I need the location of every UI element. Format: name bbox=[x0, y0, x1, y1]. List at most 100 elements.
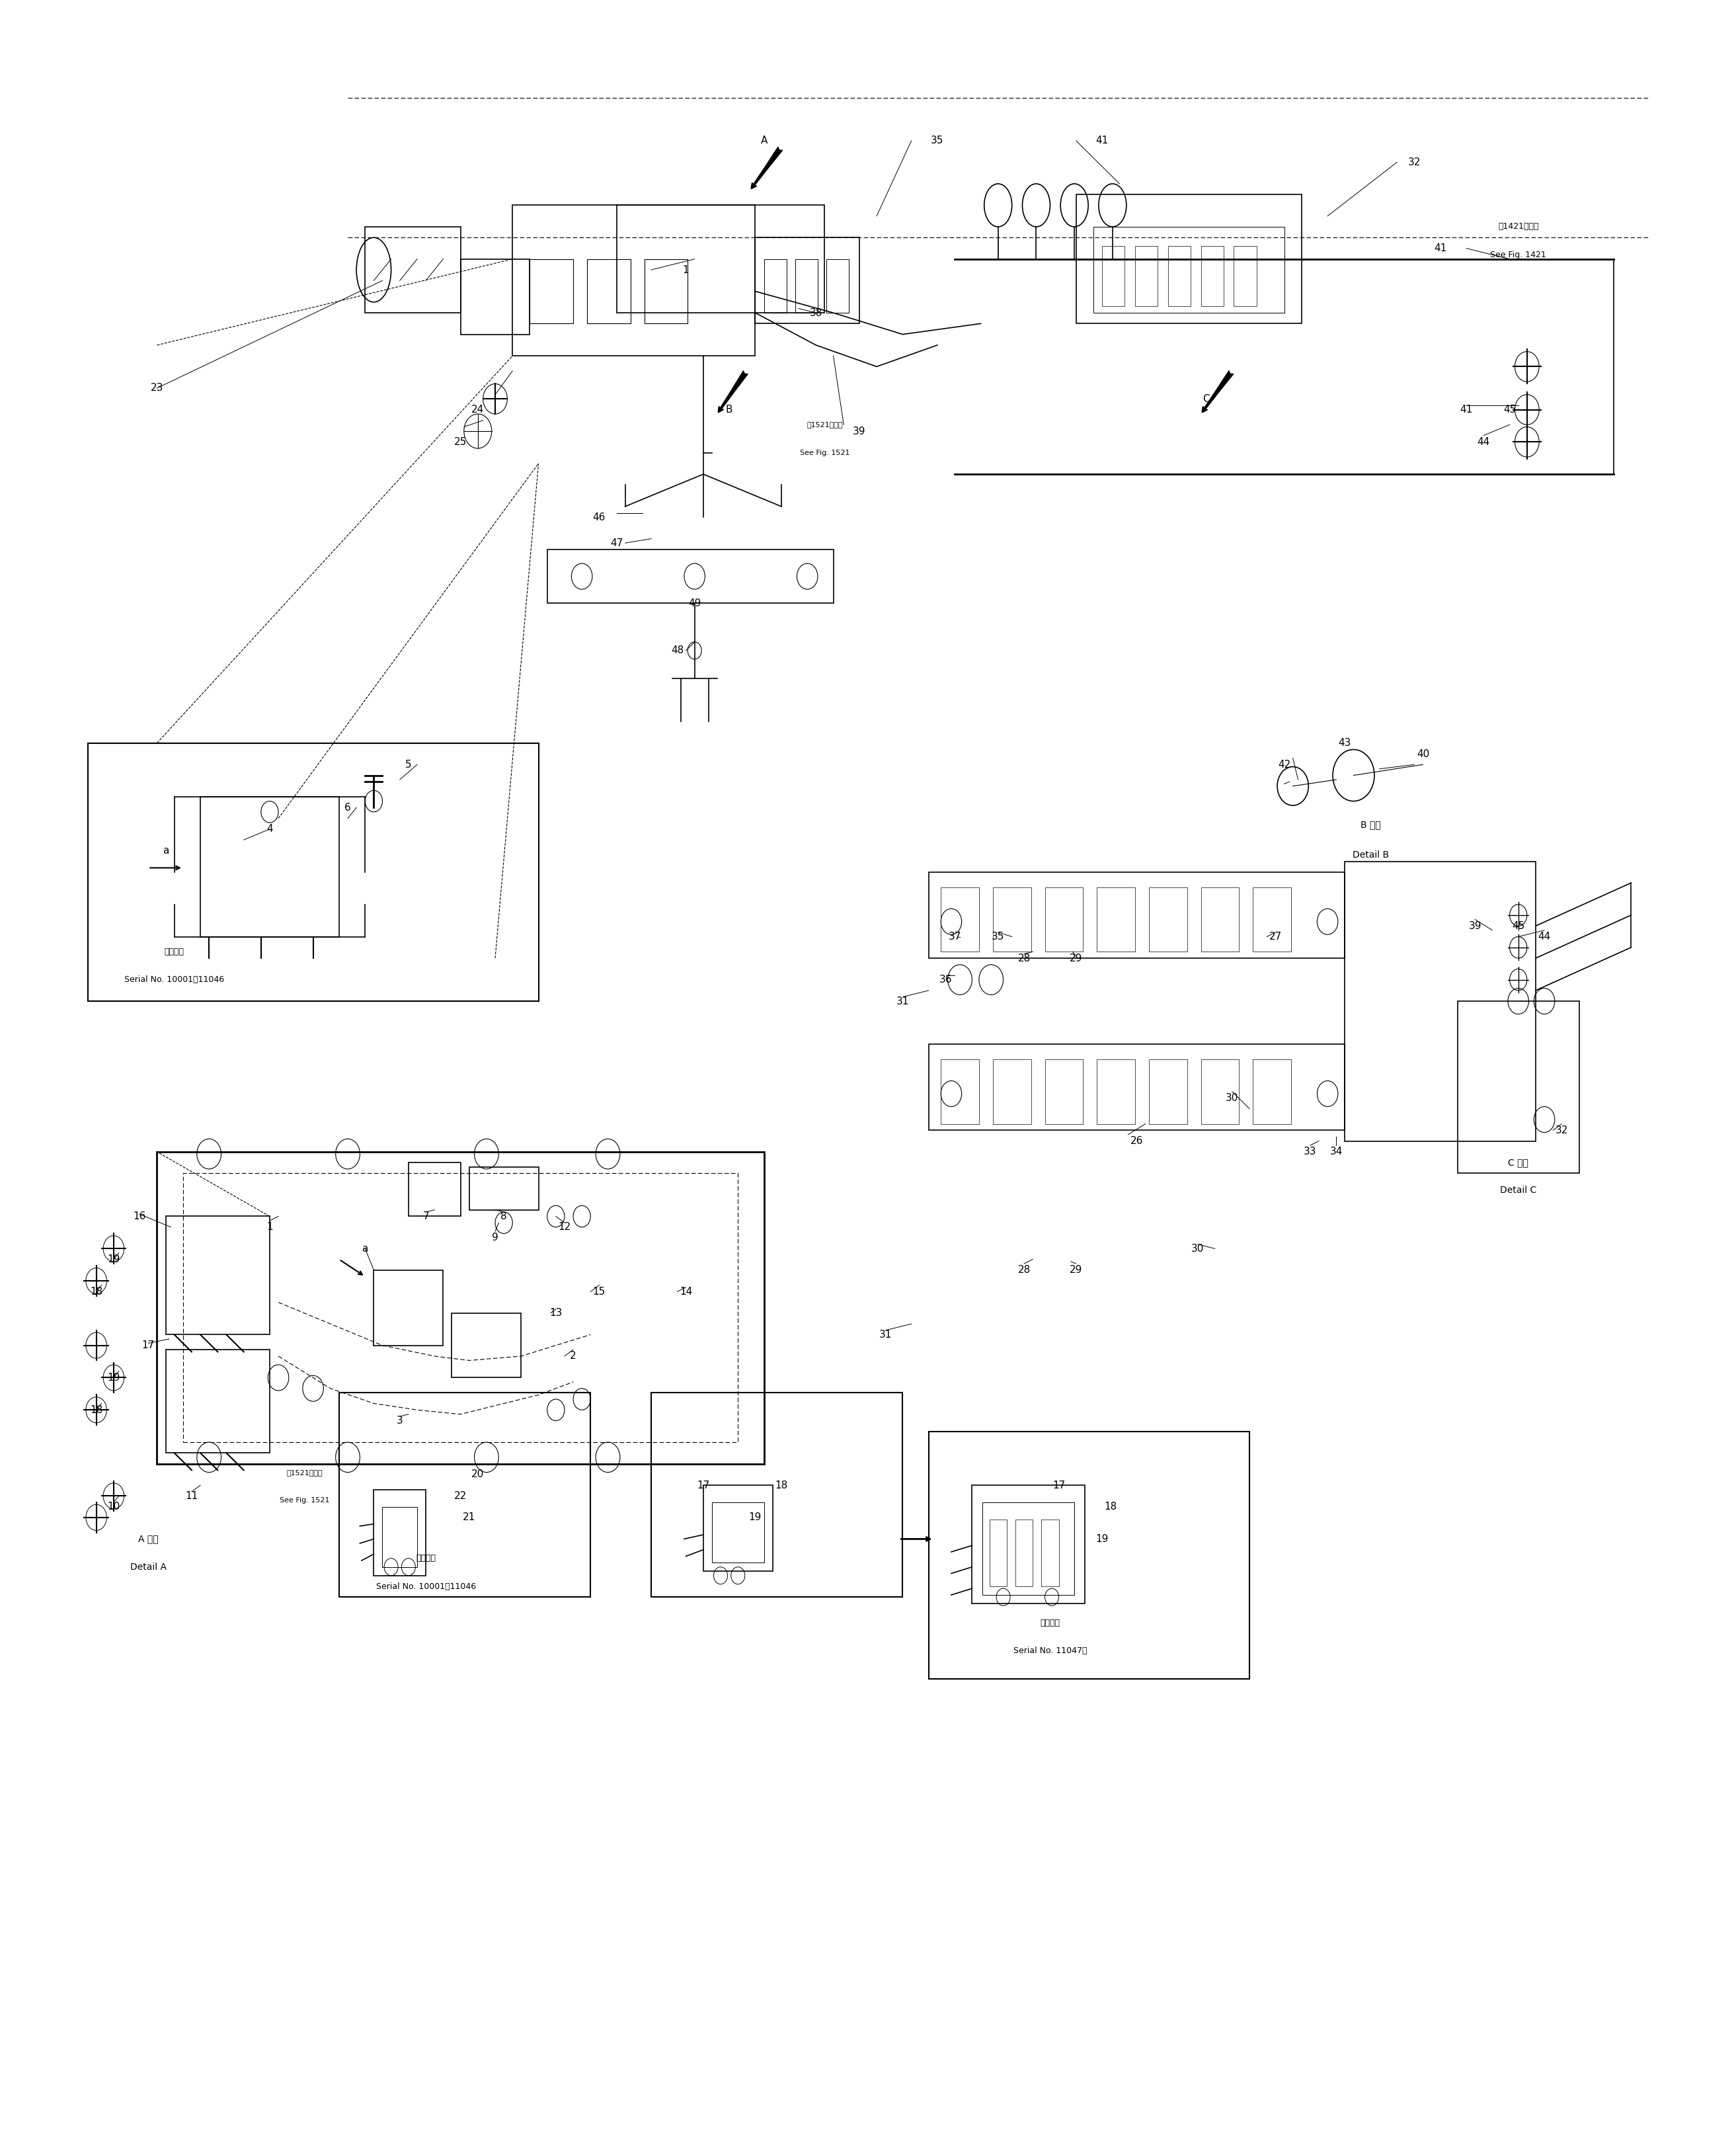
Text: 35: 35 bbox=[930, 136, 944, 146]
Text: 49: 49 bbox=[687, 599, 701, 607]
Bar bbox=[529, 258, 573, 323]
Bar bbox=[373, 1270, 443, 1346]
Text: 32: 32 bbox=[1408, 157, 1420, 168]
Bar bbox=[408, 1163, 460, 1216]
Text: 17: 17 bbox=[1052, 1481, 1066, 1490]
Text: 20: 20 bbox=[472, 1470, 484, 1479]
Text: 14: 14 bbox=[679, 1287, 693, 1296]
Bar bbox=[929, 1044, 1345, 1130]
Text: 41: 41 bbox=[1460, 405, 1472, 416]
Text: 12: 12 bbox=[559, 1223, 571, 1232]
Text: 2: 2 bbox=[569, 1352, 576, 1361]
Bar bbox=[165, 1350, 269, 1453]
Text: 32: 32 bbox=[1555, 1126, 1568, 1135]
Bar bbox=[1135, 245, 1158, 306]
Text: 26: 26 bbox=[1130, 1137, 1144, 1145]
Bar bbox=[1094, 226, 1285, 312]
Text: 45: 45 bbox=[1503, 405, 1516, 416]
Bar bbox=[87, 743, 538, 1001]
Text: 適用号機: 適用号機 bbox=[165, 947, 184, 956]
Text: 41: 41 bbox=[1434, 243, 1446, 254]
Bar bbox=[929, 1432, 1250, 1679]
Text: A: A bbox=[760, 136, 767, 146]
Text: a: a bbox=[163, 846, 168, 855]
Text: 1: 1 bbox=[682, 265, 689, 276]
Bar bbox=[512, 205, 755, 355]
Bar bbox=[165, 1216, 269, 1335]
Text: 39: 39 bbox=[1469, 921, 1481, 930]
Text: 38: 38 bbox=[809, 308, 823, 319]
Bar bbox=[182, 1173, 738, 1443]
Bar bbox=[451, 1313, 521, 1378]
Bar bbox=[941, 1059, 979, 1124]
Text: 45: 45 bbox=[1512, 921, 1524, 930]
Text: C: C bbox=[1203, 394, 1210, 405]
Text: 44: 44 bbox=[1538, 932, 1550, 941]
Text: 42: 42 bbox=[1278, 760, 1290, 769]
Bar bbox=[993, 887, 1031, 952]
Bar bbox=[1201, 1059, 1240, 1124]
Bar bbox=[651, 1393, 903, 1598]
Text: See Fig. 1521: See Fig. 1521 bbox=[279, 1496, 330, 1503]
Text: 7: 7 bbox=[422, 1212, 429, 1221]
Text: 31: 31 bbox=[878, 1331, 892, 1339]
Bar bbox=[156, 1152, 764, 1464]
Text: 17: 17 bbox=[696, 1481, 710, 1490]
Text: 5: 5 bbox=[404, 760, 411, 769]
Bar bbox=[1045, 1059, 1083, 1124]
Bar bbox=[382, 1507, 417, 1567]
Text: B 詳細: B 詳細 bbox=[1361, 820, 1382, 829]
Bar bbox=[1102, 245, 1125, 306]
Bar bbox=[983, 1503, 1075, 1595]
Text: 24: 24 bbox=[472, 405, 484, 416]
Text: 適用号機: 適用号機 bbox=[1040, 1619, 1061, 1628]
Bar bbox=[1149, 887, 1187, 952]
Bar bbox=[339, 1393, 590, 1598]
Bar bbox=[1042, 1520, 1059, 1587]
Text: 44: 44 bbox=[1477, 437, 1489, 448]
Text: 31: 31 bbox=[896, 997, 910, 1005]
Text: 41: 41 bbox=[1095, 136, 1109, 146]
Bar bbox=[712, 1503, 764, 1563]
Text: 16: 16 bbox=[134, 1212, 146, 1221]
Bar bbox=[644, 258, 687, 323]
Bar bbox=[993, 1059, 1031, 1124]
Text: 30: 30 bbox=[1191, 1244, 1203, 1253]
Text: a: a bbox=[363, 1244, 368, 1253]
Bar bbox=[547, 549, 833, 603]
Text: 29: 29 bbox=[1069, 954, 1083, 962]
Text: 11: 11 bbox=[186, 1492, 198, 1501]
Text: 25: 25 bbox=[455, 437, 467, 448]
Text: 19: 19 bbox=[108, 1255, 120, 1264]
Text: 第1421図参照: 第1421図参照 bbox=[1498, 222, 1538, 230]
Text: 19: 19 bbox=[108, 1374, 120, 1382]
Text: 40: 40 bbox=[1417, 749, 1429, 758]
Bar bbox=[1253, 1059, 1292, 1124]
Text: Detail C: Detail C bbox=[1500, 1186, 1536, 1195]
Bar bbox=[929, 872, 1345, 958]
Text: 1: 1 bbox=[267, 1223, 273, 1232]
Text: 10: 10 bbox=[108, 1503, 120, 1511]
Text: 13: 13 bbox=[550, 1309, 562, 1318]
Bar bbox=[616, 205, 825, 312]
Text: 第1521図参照: 第1521図参照 bbox=[286, 1468, 323, 1475]
Text: 15: 15 bbox=[592, 1287, 606, 1296]
Bar bbox=[1097, 887, 1135, 952]
Bar bbox=[460, 258, 529, 334]
Bar bbox=[1149, 1059, 1187, 1124]
Bar bbox=[1234, 245, 1257, 306]
Text: 36: 36 bbox=[939, 975, 953, 984]
Text: 28: 28 bbox=[1017, 954, 1031, 962]
Text: Detail A: Detail A bbox=[130, 1563, 167, 1572]
Bar bbox=[373, 1490, 425, 1576]
Text: A 詳細: A 詳細 bbox=[139, 1535, 158, 1544]
Text: 43: 43 bbox=[1338, 738, 1351, 747]
Text: 29: 29 bbox=[1069, 1266, 1083, 1275]
Bar bbox=[1016, 1520, 1033, 1587]
Text: See Fig. 1521: See Fig. 1521 bbox=[800, 450, 849, 456]
Text: 第1521図参照: 第1521図参照 bbox=[807, 422, 842, 428]
Bar bbox=[941, 887, 979, 952]
Text: 19: 19 bbox=[1095, 1535, 1109, 1544]
Text: See Fig. 1421: See Fig. 1421 bbox=[1489, 250, 1547, 258]
Bar bbox=[1458, 1001, 1580, 1173]
